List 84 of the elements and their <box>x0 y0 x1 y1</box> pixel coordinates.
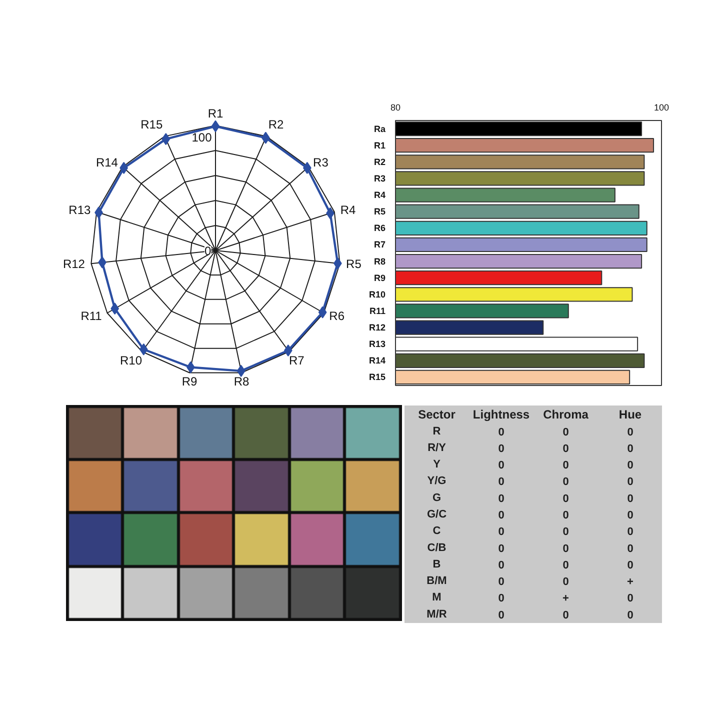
data-label: 0 <box>562 476 569 488</box>
x-tick-label: Lightness <box>472 408 530 422</box>
y-tick-label: R11 <box>369 306 386 316</box>
data-label: 0 <box>498 492 504 505</box>
x-tick-label: Hue <box>618 408 642 422</box>
spoke-label: R15 <box>140 118 163 132</box>
data-label: 0 <box>627 510 634 522</box>
y-tick-label: R15 <box>368 372 386 382</box>
data-label: 0 <box>498 476 504 488</box>
spoke-label: R2 <box>268 118 284 132</box>
spoke-label: R3 <box>313 156 329 170</box>
y-tick-label: R10 <box>368 289 386 300</box>
data-label: 0 <box>498 592 504 605</box>
data-label: 0 <box>498 442 504 455</box>
y-tick-label: M <box>432 592 442 604</box>
y-tick-label: R7 <box>374 240 386 250</box>
y-tick-label: G/C <box>426 508 447 520</box>
x-tick-label: Chroma <box>543 408 589 422</box>
data-label: 0 <box>498 542 504 555</box>
spoke-label: R13 <box>68 202 91 217</box>
data-label: 0 <box>562 576 569 588</box>
y-tick-label: R1 <box>374 140 386 150</box>
data-label: 0 <box>562 460 569 472</box>
y-tick-label: G <box>432 492 442 504</box>
data-label: 0 <box>627 460 634 472</box>
spoke-label: R6 <box>329 309 345 324</box>
data-label: 0 <box>498 609 504 622</box>
text: + <box>562 592 569 605</box>
y-tick-label: Y <box>433 458 442 471</box>
y-tick-label: R14 <box>368 356 386 366</box>
spoke-label: R5 <box>346 257 362 272</box>
spoke-label: R11 <box>80 309 102 324</box>
y-tick-label: C <box>432 525 441 538</box>
y-tick-label: R12 <box>368 322 386 333</box>
data-label: 0 <box>498 460 504 472</box>
y-tick-label: Y/G <box>427 475 446 488</box>
spoke-label: R14 <box>96 156 118 170</box>
spoke-label: R8 <box>234 374 250 389</box>
y-tick-label: R/Y <box>428 442 447 454</box>
spoke-label: R9 <box>182 374 198 389</box>
data-label: 0 <box>562 492 569 505</box>
y-tick-label: Ra <box>374 124 386 134</box>
data-label: 0 <box>627 609 634 622</box>
data-label: 0 <box>627 542 634 555</box>
data-label: 0 <box>562 426 569 438</box>
y-tick-label: C/B <box>427 542 446 554</box>
data-label: 0 <box>498 559 504 572</box>
data-label: 0 <box>627 526 634 538</box>
y-tick-label: R8 <box>374 256 386 266</box>
y-tick-label: R6 <box>374 223 386 234</box>
data-label: 0 <box>627 492 634 505</box>
y-tick-label: M/R <box>426 608 447 620</box>
data-label: 0 <box>562 526 569 538</box>
x-tick-label: 80 <box>390 102 401 112</box>
y-axis-title: Sector <box>418 408 456 422</box>
y-tick-label: R4 <box>374 190 386 200</box>
y-tick-label: B <box>432 558 441 570</box>
data-label: 0 <box>627 426 634 438</box>
data-label: 0 <box>498 426 504 438</box>
y-tick-label: R5 <box>374 206 386 217</box>
data-label: 0 <box>562 559 569 572</box>
y-tick-label: R2 <box>374 156 386 167</box>
data-label: 0 <box>562 442 569 455</box>
y-tick-label: R13 <box>368 339 386 350</box>
data-label: 0 <box>562 609 569 622</box>
data-label: 0 <box>562 542 569 555</box>
data-label: 0 <box>498 510 504 522</box>
data-label: 0 <box>562 510 569 522</box>
y-tick-label: R3 <box>374 173 386 184</box>
y-tick-label: R9 <box>374 272 386 283</box>
spoke-label: R4 <box>340 202 356 217</box>
data-label: 0 <box>627 559 634 572</box>
spoke-label: R1 <box>208 106 224 120</box>
y-tick-label: B/M <box>426 575 447 588</box>
data-label: 0 <box>627 442 634 455</box>
y-tick-label: R <box>432 425 441 438</box>
data-label: 0 <box>627 476 634 488</box>
spoke-label: R10 <box>120 354 142 368</box>
spoke-label: R12 <box>62 257 86 272</box>
data-label: 0 <box>498 526 504 538</box>
text: + <box>627 576 634 588</box>
data-label: 0 <box>627 592 634 605</box>
data-label: 0 <box>498 576 504 588</box>
spoke-label: R7 <box>288 354 305 368</box>
